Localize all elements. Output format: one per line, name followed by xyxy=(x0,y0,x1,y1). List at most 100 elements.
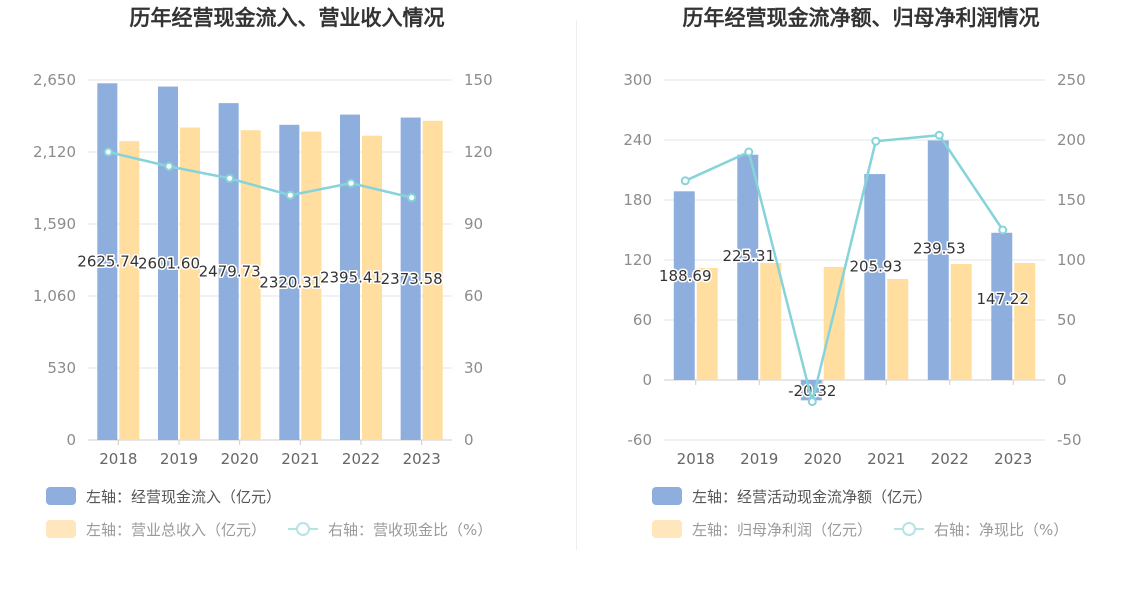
y-left-tick-label: 1,060 xyxy=(33,287,76,305)
bar-data-label: 225.31 xyxy=(723,247,776,265)
bar-secondary xyxy=(301,131,322,441)
y-left-tick-label: 2,120 xyxy=(33,143,76,161)
bar-primary xyxy=(737,154,759,380)
ratio-point xyxy=(103,147,113,157)
ratio-point xyxy=(164,161,174,171)
y-right-tick-label: 120 xyxy=(464,143,493,161)
y-right-tick-label: 30 xyxy=(464,359,483,377)
bar-data-label: 2320.31 xyxy=(259,273,321,291)
bar-primary xyxy=(673,191,695,380)
ratio-point xyxy=(225,173,235,183)
ratio-point xyxy=(744,147,754,157)
bar-primary xyxy=(157,86,178,440)
ratio-point xyxy=(285,190,295,200)
legend-item-net-cash-flow[interactable]: 左轴：经营活动现金流净额（亿元） xyxy=(652,486,932,507)
bar-primary xyxy=(97,83,118,440)
ratio-point xyxy=(680,176,690,186)
right-chart-panel: 历年经营现金流净额、归母净利润情况 -60 -50 0 0 60 50 120 100 180 1… xyxy=(574,0,1148,589)
bar-primary xyxy=(991,232,1013,380)
y-right-tick-label: 100 xyxy=(1057,251,1086,269)
ratio-point xyxy=(807,397,817,407)
bar-data-label: 2625.74 xyxy=(77,253,139,271)
y-right-tick-label: 0 xyxy=(1057,371,1067,389)
left-chart-panel: 历年经营现金流入、营业收入情况 0 0 530 30 1,060 60 1,590 90 2,1… xyxy=(33,6,514,541)
bar-primary xyxy=(864,174,886,380)
bar-secondary xyxy=(1014,263,1036,380)
x-tick-label: 2019 xyxy=(740,450,778,468)
x-tick-label: 2020 xyxy=(804,450,842,468)
y-left-tick-label: 2,650 xyxy=(33,71,76,89)
legend-swatch-net-cash-ratio xyxy=(894,520,925,538)
y-right-tick-label: 0 xyxy=(464,431,474,449)
bar-secondary xyxy=(887,279,909,380)
bar-data-label: 188.69 xyxy=(659,267,712,285)
y-right-tick-label: 250 xyxy=(1057,71,1086,89)
legend-swatch-net-cash-flow xyxy=(652,487,682,505)
x-tick-label: 2019 xyxy=(160,450,198,468)
y-left-tick-label: 180 xyxy=(623,191,652,209)
ratio-point xyxy=(871,136,881,146)
bar-secondary xyxy=(362,135,383,440)
bar-primary xyxy=(279,124,300,440)
ratio-point xyxy=(407,193,417,203)
legend-item-revenue[interactable]: 左轴：营业总收入（亿元） xyxy=(46,519,266,540)
legend-label-net-cash-ratio: 右轴：净现比（%） xyxy=(934,520,1069,539)
y-right-tick-label: 150 xyxy=(1057,191,1086,209)
bar-data-label: 239.53 xyxy=(913,239,966,257)
bar-secondary xyxy=(240,130,261,440)
x-tick-label: 2022 xyxy=(342,450,380,468)
right-chart-title: 历年经营现金流净额、归母净利润情况 xyxy=(682,6,1040,30)
legend-item-net-cash-ratio[interactable]: 右轴：净现比（%） xyxy=(894,519,1068,540)
bar-secondary xyxy=(119,141,140,440)
bar-primary xyxy=(339,114,360,440)
y-left-tick-label: -60 xyxy=(628,431,653,449)
x-tick-label: 2020 xyxy=(221,450,259,468)
bar-data-label: 147.22 xyxy=(977,290,1030,308)
y-left-tick-label: 1,590 xyxy=(33,215,76,233)
legend-item-cash-ratio[interactable]: 右轴：营收现金比（%） xyxy=(288,519,492,540)
legend-label-net-profit: 左轴：归母净利润（亿元） xyxy=(692,520,873,539)
y-left-tick-label: 60 xyxy=(633,311,652,329)
ratio-point xyxy=(346,178,356,188)
bar-data-label: -20.32 xyxy=(788,382,836,400)
bar-data-label: 2601.60 xyxy=(138,254,200,272)
bar-secondary xyxy=(180,127,201,440)
left-chart-plot: 0 0 530 30 1,060 60 1,590 90 2,120 120 2,650 150 201… xyxy=(33,71,493,468)
legend-swatch-cash-inflow xyxy=(46,487,76,505)
x-tick-label: 2018 xyxy=(99,450,137,468)
bar-secondary xyxy=(422,120,443,441)
left-chart-title: 历年经营现金流入、营业收入情况 xyxy=(129,6,445,30)
panel-divider xyxy=(576,20,577,550)
y-left-tick-label: 300 xyxy=(623,71,652,89)
bar-data-label: 2373.58 xyxy=(381,270,443,288)
x-tick-label: 2021 xyxy=(867,450,905,468)
right-chart-plot: -60 -50 0 0 60 50 120 100 180 150 240 200 300 250 2018… xyxy=(623,71,1086,468)
ratio-line xyxy=(684,133,1004,402)
legend-label-revenue: 左轴：营业总收入（亿元） xyxy=(86,520,267,539)
legend-swatch-revenue xyxy=(46,520,76,538)
y-left-tick-label: 0 xyxy=(66,431,76,449)
legend-item-net-profit[interactable]: 左轴：归母净利润（亿元） xyxy=(652,519,872,540)
y-right-tick-label: 150 xyxy=(464,71,493,89)
legend-label-net-cash-flow: 左轴：经营活动现金流净额（亿元） xyxy=(692,487,933,506)
ratio-point xyxy=(934,130,944,140)
left-legend-row-2: 左轴：营业总收入（亿元） 右轴：营收现金比（%） xyxy=(46,517,514,541)
y-right-tick-label: -50 xyxy=(1057,431,1082,449)
y-right-tick-label: 60 xyxy=(464,287,483,305)
right-legend-row-2: 左轴：归母净利润（亿元） 右轴：净现比（%） xyxy=(652,517,1090,541)
ratio-point xyxy=(998,225,1008,235)
legend-label-cash-ratio: 右轴：营收现金比（%） xyxy=(328,520,493,539)
bar-secondary xyxy=(950,264,972,380)
x-tick-label: 2023 xyxy=(403,450,441,468)
ratio-line xyxy=(108,150,412,199)
y-right-tick-label: 90 xyxy=(464,215,483,233)
x-tick-label: 2023 xyxy=(994,450,1032,468)
legend-item-cash-inflow[interactable]: 左轴：经营现金流入（亿元） xyxy=(46,486,281,507)
bar-primary xyxy=(218,103,239,441)
legend-label-cash-inflow: 左轴：经营现金流入（亿元） xyxy=(86,487,282,506)
legend-swatch-cash-ratio xyxy=(288,520,319,538)
bar-secondary xyxy=(696,268,718,380)
bar-secondary xyxy=(760,263,782,380)
bar-primary xyxy=(927,140,949,380)
y-right-tick-label: 200 xyxy=(1057,131,1086,149)
